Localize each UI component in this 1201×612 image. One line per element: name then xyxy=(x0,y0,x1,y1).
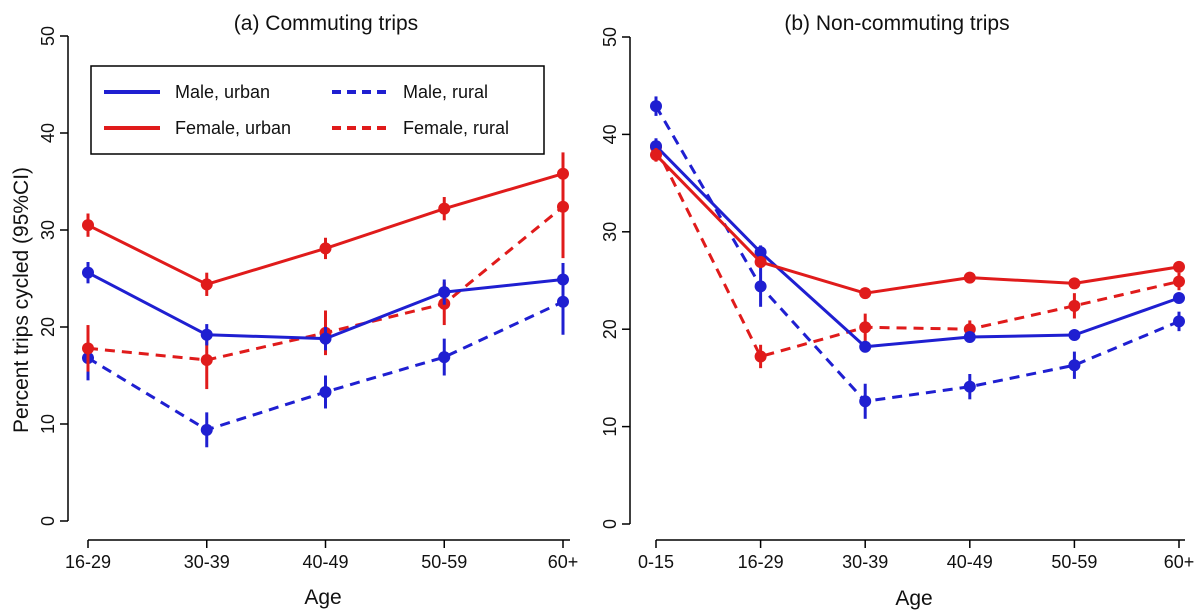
legend-label-female-rural: Female, rural xyxy=(403,118,509,138)
data-point xyxy=(859,287,872,300)
data-point xyxy=(650,100,662,113)
data-point xyxy=(1173,292,1185,305)
x-tick-label: 60+ xyxy=(548,552,579,572)
y-tick-label: 30 xyxy=(600,222,620,242)
series-male-rural xyxy=(82,268,569,448)
data-point xyxy=(1068,299,1081,312)
data-point xyxy=(650,148,662,161)
data-point xyxy=(650,140,662,153)
x-axis-title: Age xyxy=(895,587,932,610)
data-point xyxy=(200,328,213,341)
series-male-urban xyxy=(650,138,1185,353)
data-point xyxy=(754,280,767,293)
data-point xyxy=(557,200,569,213)
data-point xyxy=(1068,277,1081,290)
y-tick-label: 20 xyxy=(38,317,58,337)
data-point xyxy=(557,295,569,308)
legend-box xyxy=(90,65,545,155)
y-tick-label: 10 xyxy=(38,414,58,434)
y-tick-label: 10 xyxy=(600,417,620,437)
panel-title: (b) Non-commuting trips xyxy=(784,12,1009,35)
series-line-male-urban xyxy=(654,145,1180,349)
data-point xyxy=(859,321,872,334)
data-point xyxy=(438,351,451,364)
series-line-female-rural xyxy=(654,146,1180,358)
data-point xyxy=(200,278,213,291)
x-tick-label: 40-49 xyxy=(302,552,348,572)
panel-non-commuting: 0 10 20 30 40 50 0-15 16-29 30-39 40-49 50-59 60+ (b… xyxy=(600,12,1194,610)
data-point xyxy=(754,350,767,363)
data-point xyxy=(963,380,976,393)
y-tick-label: 50 xyxy=(600,27,620,47)
x-tick-label: 30-39 xyxy=(842,552,888,572)
series-female-urban xyxy=(82,152,569,296)
series-line-male-rural xyxy=(654,105,1180,403)
x-axis-title: Age xyxy=(304,586,341,609)
x-tick-label: 16-29 xyxy=(65,552,111,572)
data-point xyxy=(1173,260,1185,273)
x-tick-label: 50-59 xyxy=(421,552,467,572)
y-tick-label: 40 xyxy=(38,123,58,143)
series-female-urban xyxy=(650,148,1185,300)
x-tick-label: 60+ xyxy=(1164,552,1195,572)
panel-commuting: 0 10 20 30 40 50 16-29 30-39 40-49 50-59 60+ (a) Co… xyxy=(10,12,578,609)
series-male-rural xyxy=(650,96,1185,419)
series-line-female-urban xyxy=(87,172,564,286)
x-tick-label: 50-59 xyxy=(1051,552,1097,572)
data-point xyxy=(200,423,213,436)
data-point xyxy=(1173,315,1185,328)
series-female-rural xyxy=(650,139,1185,369)
data-point xyxy=(859,395,872,408)
y-tick-label: 30 xyxy=(38,220,58,240)
data-point xyxy=(82,219,94,232)
x-tick-label: 40-49 xyxy=(947,552,993,572)
panel-title: (a) Commuting trips xyxy=(234,12,418,35)
data-point xyxy=(557,273,569,286)
legend-label-male-urban: Male, urban xyxy=(175,82,270,102)
data-point xyxy=(963,330,976,343)
y-tick-label: 0 xyxy=(38,516,58,526)
y-tick-label: 40 xyxy=(600,124,620,144)
data-point xyxy=(319,385,332,398)
data-point xyxy=(859,340,872,353)
series-line-female-urban xyxy=(654,153,1180,295)
data-point xyxy=(557,167,569,180)
x-tick-label: 0-15 xyxy=(638,552,674,572)
data-point xyxy=(319,332,332,345)
legend: Male, urban Male, rural Female, urban Femal… xyxy=(90,65,545,155)
y-tick-label: 20 xyxy=(600,319,620,339)
data-point xyxy=(1068,329,1081,342)
x-tick-label: 30-39 xyxy=(184,552,230,572)
data-point xyxy=(963,271,976,284)
data-point xyxy=(200,353,213,366)
legend-label-male-rural: Male, rural xyxy=(403,82,488,102)
data-point xyxy=(1173,275,1185,288)
series-male-urban xyxy=(82,262,569,351)
data-point xyxy=(438,286,451,299)
y-axis-title: Percent trips cycled (95%CI) xyxy=(10,167,33,433)
x-tick-label: 16-29 xyxy=(738,552,784,572)
data-point xyxy=(82,342,94,355)
legend-label-female-urban: Female, urban xyxy=(175,118,291,138)
y-tick-label: 0 xyxy=(600,519,620,529)
data-point xyxy=(319,242,332,255)
data-point xyxy=(754,246,767,259)
data-point xyxy=(82,266,94,279)
series-female-rural xyxy=(82,155,569,390)
data-point xyxy=(754,255,767,268)
y-tick-label: 50 xyxy=(38,26,58,46)
data-point xyxy=(438,202,451,215)
data-point xyxy=(1068,359,1081,372)
